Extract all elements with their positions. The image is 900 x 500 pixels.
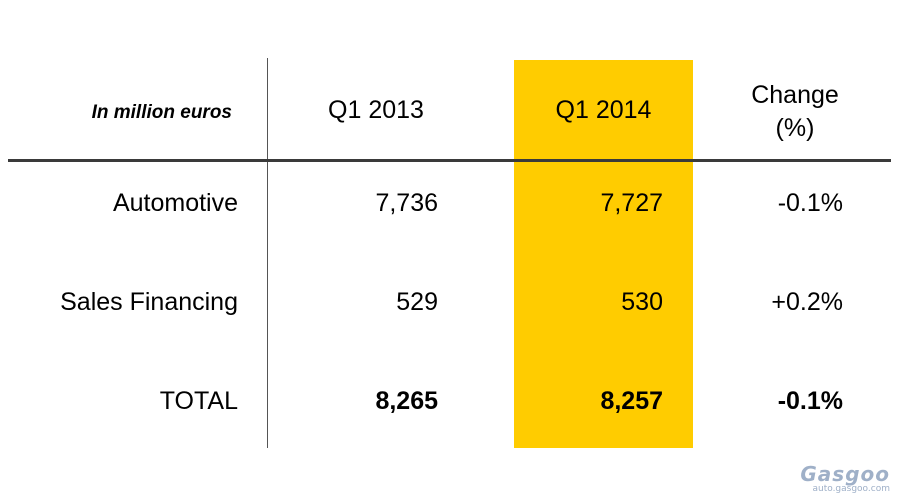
- row-label-automotive: Automotive: [112, 189, 238, 217]
- column-header-q1-2013: Q1 2013: [328, 96, 424, 124]
- cell-total-change: -0.1%: [777, 387, 843, 415]
- cell-sales-financing-change: +0.2%: [771, 288, 843, 316]
- header-divider: [8, 159, 891, 162]
- column-header-change-unit: (%): [775, 114, 815, 142]
- vertical-divider: [267, 58, 268, 448]
- row-label-total: TOTAL: [159, 387, 238, 415]
- column-header-change: Change: [751, 81, 839, 109]
- cell-automotive-q1-2013: 7,736: [375, 189, 438, 217]
- cell-automotive-q1-2014: 7,727: [600, 189, 663, 217]
- cell-total-q1-2014: 8,257: [600, 387, 663, 415]
- cell-sales-financing-q1-2014: 530: [621, 288, 663, 316]
- row-label-sales-financing: Sales Financing: [60, 288, 238, 316]
- column-header-q1-2014: Q1 2014: [555, 96, 652, 124]
- q1-2014-highlight-column: [514, 60, 693, 448]
- cell-total-q1-2013: 8,265: [375, 387, 438, 415]
- cell-automotive-change: -0.1%: [777, 189, 843, 217]
- watermark-url: auto.gasgoo.com: [812, 484, 890, 494]
- watermark-logo: Gasgoo: [800, 462, 890, 486]
- watermark: Gasgoo auto.gasgoo.com: [800, 464, 890, 494]
- cell-sales-financing-q1-2013: 529: [396, 288, 438, 316]
- unit-label: In million euros: [91, 102, 232, 123]
